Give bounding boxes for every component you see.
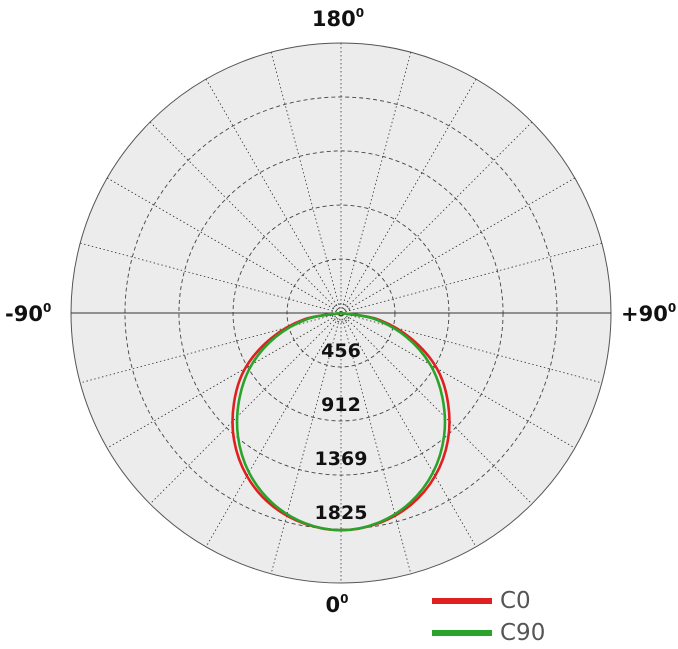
legend: C0 C90 (432, 585, 545, 649)
angle-label-right: +900 (621, 301, 676, 326)
legend-item-c90: C90 (432, 617, 545, 649)
angle-label-top: 1800 (312, 6, 364, 31)
legend-label-c0: C0 (500, 588, 531, 614)
angle-label-left: -900 (5, 301, 51, 326)
legend-label-c90: C90 (500, 620, 545, 646)
legend-swatch-c0 (432, 598, 492, 604)
radial-tick-label: 456 (321, 340, 361, 362)
legend-swatch-c90 (432, 630, 492, 636)
angle-label-bottom: 00 (326, 592, 349, 617)
legend-item-c0: C0 (432, 585, 545, 617)
radial-tick-label: 1369 (315, 448, 368, 470)
radial-tick-label: 1825 (315, 502, 368, 524)
radial-tick-label: 912 (321, 394, 361, 416)
